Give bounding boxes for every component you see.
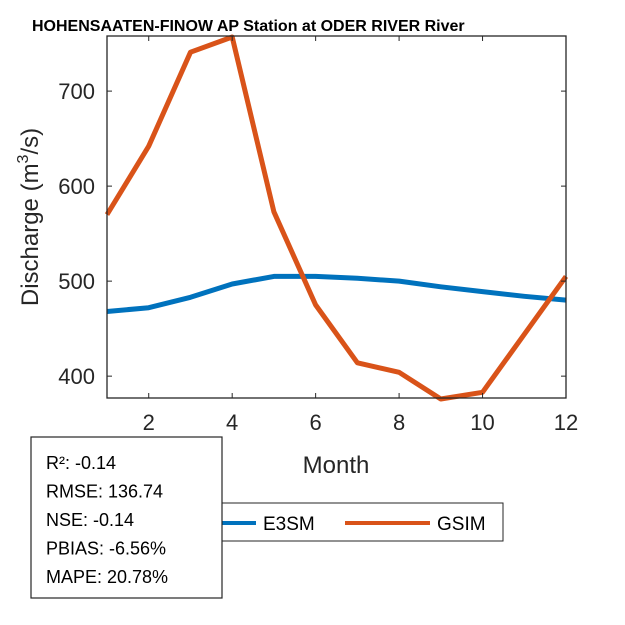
x-tick-label: 12 xyxy=(554,410,578,435)
y-tick-label: 500 xyxy=(58,269,95,294)
x-axis-label: Month xyxy=(303,452,370,479)
series-line-e3sm xyxy=(106,273,567,314)
axes-box xyxy=(106,35,567,399)
y-axis-ticks: 400 500 600 700 xyxy=(58,79,566,389)
stat-pbias: PBIAS: -6.56% xyxy=(46,539,166,559)
x-tick-label: 6 xyxy=(310,410,322,435)
y-tick-label: 700 xyxy=(58,79,95,104)
x-tick-label: 10 xyxy=(470,410,494,435)
y-axis-label: Discharge (m3/s) xyxy=(15,128,44,306)
stats-box: R²: -0.14 RMSE: 136.74 NSE: -0.14 PBIAS: -6… xyxy=(30,436,223,599)
legend-label-gsim: GSIM xyxy=(437,514,486,535)
stat-rmse: RMSE: 136.74 xyxy=(46,482,163,502)
legend-label-e3sm: E3SM xyxy=(263,514,315,535)
y-axis-label-main: Discharge (m xyxy=(17,163,44,306)
plot-area: 2 4 6 8 10 12 400 500 600 700 xyxy=(58,34,578,435)
chart-title: HOHENSAATEN-FINOW AP Station at ODER RIV… xyxy=(32,18,465,35)
y-tick-label: 600 xyxy=(58,174,95,199)
x-axis-ticks: 2 4 6 8 10 12 xyxy=(143,36,578,435)
x-tick-label: 2 xyxy=(143,410,155,435)
stat-mape: MAPE: 20.78% xyxy=(46,567,168,587)
x-tick-label: 4 xyxy=(226,410,238,435)
series-line-gsim xyxy=(105,34,568,402)
y-axis-label-unit: /s) xyxy=(17,128,44,155)
x-tick-label: 8 xyxy=(393,410,405,435)
y-tick-label: 400 xyxy=(58,364,95,389)
stat-nse: NSE: -0.14 xyxy=(46,510,134,530)
stat-r: R²: -0.14 xyxy=(46,453,116,473)
y-axis-label-superscript: 3 xyxy=(15,154,32,163)
stats-box-frame xyxy=(30,436,223,599)
